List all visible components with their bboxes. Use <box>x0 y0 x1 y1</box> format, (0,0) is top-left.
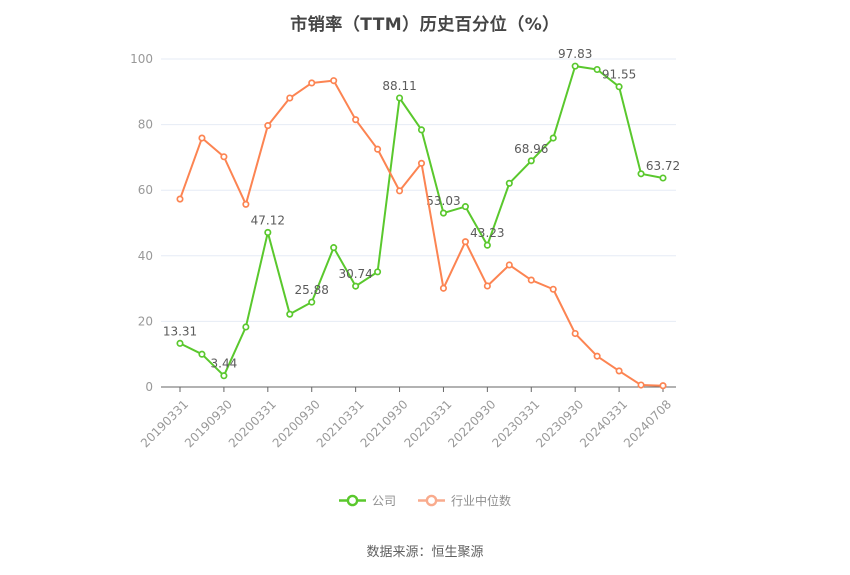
x-axis-label: 20240708 <box>621 397 674 450</box>
data-source-note: 数据来源：恒生聚源 <box>366 545 484 560</box>
company-data-point-label: 68.96 <box>514 142 548 156</box>
chart-legend: 公司 行业中位数 <box>0 490 850 510</box>
company-data-point-label: 30.74 <box>338 267 372 281</box>
industry-median-data-point-marker <box>637 381 645 389</box>
company-data-point-label: 25.88 <box>295 283 329 297</box>
industry-median-data-point-marker <box>615 367 623 375</box>
industry-median-data-point-marker <box>286 94 294 102</box>
company-data-point-marker <box>286 310 294 318</box>
company-data-point-marker <box>220 372 228 380</box>
industry-median-data-point-marker <box>527 276 535 284</box>
company-data-point-label: 3.44 <box>211 357 238 371</box>
company-data-point-marker <box>439 209 448 217</box>
company-data-point-marker <box>308 298 316 306</box>
industry-median-data-point-marker <box>352 116 360 124</box>
company-data-point-marker <box>461 203 469 211</box>
company-data-point-marker <box>615 83 623 91</box>
industry-median-data-point-marker <box>483 282 491 290</box>
y-axis-label: 80 <box>138 118 153 132</box>
industry-median-data-point-marker <box>330 77 338 85</box>
company-data-point-marker <box>242 323 250 331</box>
company-data-point-marker <box>637 170 645 178</box>
company-data-point-label: 91.55 <box>602 68 636 82</box>
y-axis-label: 100 <box>130 52 153 66</box>
industry-median-data-point-marker <box>417 159 426 167</box>
legend-item-industry-median[interactable]: 行业中位数 <box>418 492 511 509</box>
company-data-point-label: 97.83 <box>558 47 592 61</box>
company-data-point-label: 63.72 <box>646 159 680 173</box>
legend-label: 行业中位数 <box>451 493 512 508</box>
industry-median-data-point-marker <box>593 352 601 360</box>
company-data-point-label: 47.12 <box>251 213 285 227</box>
legend-item-company[interactable]: 公司 <box>338 492 396 509</box>
y-axis-label: 0 <box>145 380 153 394</box>
industry-median-data-point-marker <box>439 284 448 292</box>
industry-median-data-point-marker <box>220 153 228 161</box>
industry-median-data-point-marker <box>176 195 184 203</box>
company-data-point-marker <box>264 228 272 236</box>
legend-label: 公司 <box>371 493 396 508</box>
industry-median-data-point-marker <box>549 285 557 293</box>
chart-title: 市销率（TTM）历史百分位（%） <box>290 15 560 35</box>
company-data-point-marker <box>549 134 557 142</box>
y-axis-label: 20 <box>138 314 153 328</box>
company-data-point-marker <box>417 126 426 134</box>
company-data-point-marker <box>505 179 513 187</box>
industry-median-data-point-marker <box>264 122 272 130</box>
y-axis-label: 60 <box>138 183 153 197</box>
company-data-point-marker <box>659 174 667 182</box>
company-data-point-label: 88.11 <box>382 79 416 93</box>
company-legend-line-icon <box>338 494 366 506</box>
company-data-point-marker <box>571 62 579 70</box>
company-data-point-label: 13.31 <box>163 324 197 338</box>
industry-median-data-point-marker <box>571 329 579 338</box>
company-data-point-marker <box>352 282 360 290</box>
company-data-point-marker <box>176 339 184 347</box>
company-data-point-marker <box>483 241 491 249</box>
industry-median-data-point-marker <box>659 382 667 390</box>
industry-median-data-point-marker <box>242 200 250 208</box>
industry-median-data-point-marker <box>395 187 404 195</box>
company-data-point-label: 43.23 <box>470 226 504 240</box>
industry-median-data-point-marker <box>198 134 206 142</box>
line-chart-plot-area: 0204060801002019033120190930202003312020… <box>130 47 680 450</box>
company-data-point-marker <box>374 268 382 276</box>
company-data-point-marker <box>330 244 338 252</box>
y-axis-label: 40 <box>138 249 153 263</box>
industry-median-data-point-marker <box>374 145 382 153</box>
company-data-point-marker <box>593 65 601 74</box>
company-data-point-marker <box>395 94 404 102</box>
industry-median-data-point-marker <box>461 238 469 246</box>
industry-median-legend-line-icon <box>418 494 445 506</box>
industry-median-data-point-marker <box>308 79 316 87</box>
company-data-point-marker <box>198 350 206 358</box>
company-data-point-marker <box>527 157 535 165</box>
company-data-point-label: 53.03 <box>426 194 460 208</box>
industry-median-data-point-marker <box>505 261 513 269</box>
